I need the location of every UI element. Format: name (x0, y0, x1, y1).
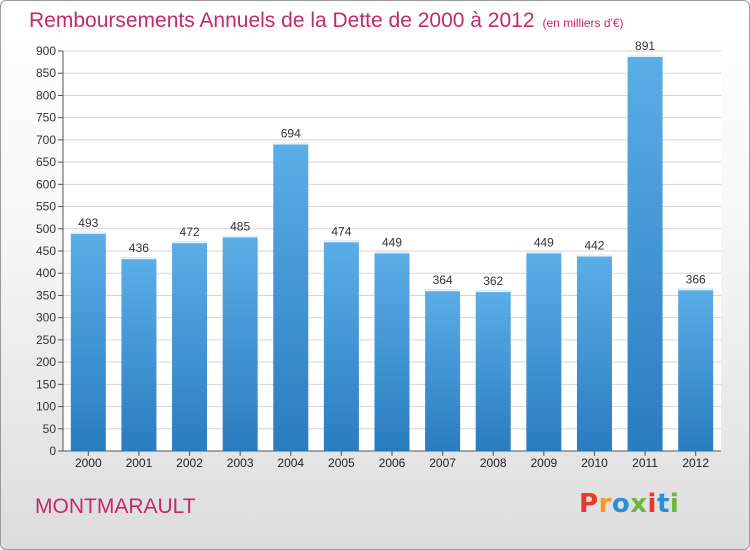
bar (121, 257, 157, 451)
bar (475, 290, 511, 451)
x-tick-label: 2008 (480, 456, 507, 470)
y-tick-label: 700 (36, 133, 56, 147)
data-label: 364 (433, 273, 453, 287)
proxiti-logo: Proxiti (579, 489, 679, 519)
x-tick-label: 2010 (581, 456, 608, 470)
logo-letter: o (611, 489, 631, 519)
bar (222, 235, 258, 451)
bar-highlight (172, 241, 208, 244)
bar (678, 288, 714, 451)
y-tick-label: 750 (36, 111, 56, 125)
data-label: 485 (230, 219, 250, 233)
x-tick-label: 2005 (328, 456, 355, 470)
x-tick-label: 2011 (632, 456, 658, 470)
data-label: 436 (129, 241, 149, 255)
y-tick-label: 200 (36, 355, 56, 369)
bar-highlight (475, 290, 511, 293)
logo-letter: t (656, 489, 670, 519)
logo-letter: i (669, 489, 680, 519)
x-tick-label: 2006 (379, 456, 406, 470)
y-tick-label: 900 (36, 44, 56, 58)
bar-highlight (678, 288, 714, 291)
y-tick-label: 400 (36, 266, 56, 280)
y-tick-label: 600 (36, 177, 56, 191)
bar (323, 240, 359, 451)
x-tick-label: 2000 (75, 456, 102, 470)
bar-highlight (627, 55, 663, 57)
y-tick-label: 550 (36, 200, 56, 214)
logo-letter: i (647, 489, 657, 519)
commune-name: MONTMARAULT (35, 495, 196, 518)
logo-letter: x (630, 489, 648, 519)
data-label: 449 (534, 235, 554, 249)
data-label: 449 (382, 235, 402, 249)
bar-highlight (323, 240, 359, 243)
y-tick-label: 300 (36, 311, 56, 325)
bar (576, 254, 612, 451)
data-label: 362 (483, 274, 503, 288)
bar-highlight (374, 251, 410, 254)
chart-title: Remboursements Annuels de la Dette de 20… (29, 9, 624, 33)
bar-highlight (222, 235, 258, 238)
data-label: 442 (584, 239, 604, 253)
bar (627, 55, 663, 451)
bar-highlight (576, 254, 612, 257)
data-label: 474 (331, 224, 351, 238)
data-label: 694 (281, 127, 301, 141)
bar-highlight (526, 251, 562, 254)
bar (425, 289, 461, 451)
y-tick-label: 250 (36, 333, 56, 347)
x-tick-label: 2012 (682, 456, 709, 470)
bar (374, 251, 410, 451)
data-label: 472 (180, 225, 200, 239)
logo-letter: r (598, 489, 612, 519)
y-tick-label: 350 (36, 288, 56, 302)
y-tick-label: 500 (36, 222, 56, 236)
bar (526, 251, 562, 451)
y-tick-label: 50 (43, 422, 57, 436)
bar-highlight (273, 142, 309, 145)
y-tick-label: 150 (36, 377, 56, 391)
data-label: 891 (635, 39, 655, 53)
y-tick-label: 650 (36, 155, 56, 169)
y-tick-label: 800 (36, 88, 56, 102)
y-tick-label: 850 (36, 66, 56, 80)
bar-highlight (121, 257, 157, 260)
logo-letter: P (579, 489, 599, 519)
data-label: 366 (686, 272, 706, 286)
bar (273, 142, 309, 452)
y-tick-label: 100 (36, 400, 56, 414)
x-tick-label: 2004 (277, 456, 304, 470)
x-tick-label: 2009 (530, 456, 557, 470)
y-tick-label: 450 (36, 244, 56, 258)
data-label: 493 (78, 216, 98, 230)
x-tick-label: 2001 (126, 456, 153, 470)
bar (172, 241, 208, 451)
chart-unit-note: (en milliers d'€) (542, 16, 624, 30)
x-tick-label: 2002 (176, 456, 203, 470)
chart-title-text: Remboursements Annuels de la Dette de 20… (29, 9, 535, 32)
bar (70, 231, 106, 451)
bar-highlight (70, 231, 106, 234)
x-tick-label: 2003 (227, 456, 254, 470)
x-tick-label: 2007 (429, 456, 456, 470)
bar-highlight (425, 289, 461, 292)
y-tick-label: 0 (49, 444, 56, 458)
